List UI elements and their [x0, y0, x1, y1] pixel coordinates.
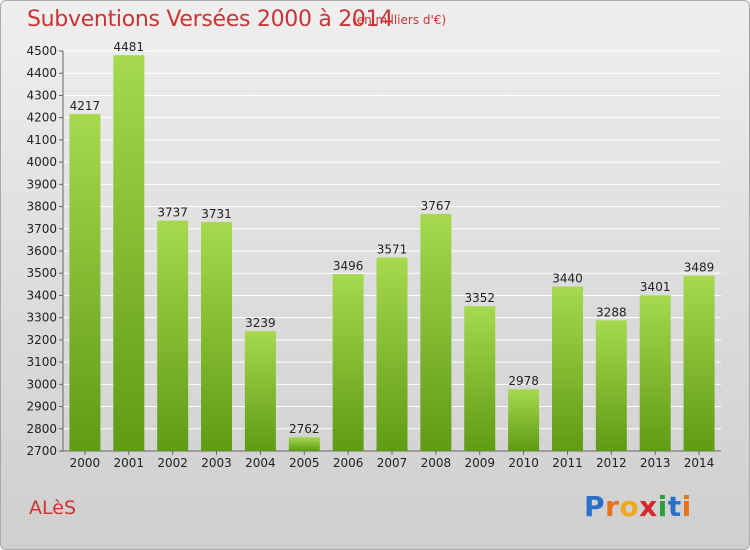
y-tick-label: 4400	[26, 66, 57, 80]
y-tick-label: 3900	[26, 177, 57, 191]
x-tick-label: 2008	[421, 456, 452, 470]
bar	[683, 275, 715, 451]
bar	[420, 213, 452, 451]
logo-letter: i	[681, 490, 692, 523]
y-tick-label: 3400	[26, 288, 57, 302]
x-tick-label: 2010	[508, 456, 539, 470]
x-tick-label: 2006	[333, 456, 364, 470]
y-tick-label: 3500	[26, 266, 57, 280]
bar-value-label: 2978	[508, 374, 539, 388]
bars	[69, 55, 715, 451]
x-tick-label: 2014	[684, 456, 715, 470]
x-tick-label: 2007	[377, 456, 408, 470]
y-tick-label: 3700	[26, 222, 57, 236]
logo-letter: i	[657, 490, 668, 523]
bar	[332, 274, 364, 451]
bar-value-label: 3288	[596, 305, 627, 319]
y-tick-label: 3100	[26, 355, 57, 369]
bar-value-label: 3440	[552, 272, 583, 286]
y-tick-label: 4500	[26, 44, 57, 58]
bar-value-label: 3731	[201, 207, 232, 221]
bar	[464, 306, 496, 451]
x-tick-label: 2001	[114, 456, 145, 470]
bar	[639, 295, 671, 451]
bar-value-label: 3737	[157, 206, 188, 220]
y-tick-label: 2800	[26, 422, 57, 436]
y-tick-label: 2700	[26, 444, 57, 458]
y-tick-label: 3000	[26, 377, 57, 391]
bar	[201, 221, 233, 451]
bar	[376, 257, 408, 451]
y-tick-label: 4300	[26, 88, 57, 102]
x-tick-label: 2013	[640, 456, 671, 470]
y-tick-label: 3600	[26, 244, 57, 258]
bar	[551, 286, 583, 451]
logo-letter: P	[584, 490, 606, 523]
bar-value-label: 3489	[684, 261, 715, 275]
x-tick-label: 2002	[157, 456, 188, 470]
x-tick-label: 2009	[464, 456, 495, 470]
bar-value-label: 3767	[421, 199, 452, 213]
x-tick-label: 2000	[70, 456, 101, 470]
city-name: ALèS	[29, 497, 76, 519]
y-tick-label: 2900	[26, 400, 57, 414]
x-tick-label: 2012	[596, 456, 627, 470]
bar	[157, 220, 189, 451]
bar	[508, 389, 540, 451]
x-tick-label: 2003	[201, 456, 232, 470]
chart-subtitle: (en milliers d'€)	[352, 13, 447, 27]
bar	[69, 113, 101, 451]
logo-letter: r	[605, 490, 620, 523]
bar	[244, 331, 276, 451]
logo-letter: t	[667, 490, 682, 523]
y-tick-label: 3800	[26, 200, 57, 214]
proxiti-logo[interactable]: Proxiti	[584, 490, 692, 523]
bar-value-label: 3496	[333, 259, 364, 273]
logo-letter: o	[619, 490, 640, 523]
logo-letter: x	[639, 490, 658, 523]
y-tick-label: 3200	[26, 333, 57, 347]
x-tick-label: 2011	[552, 456, 583, 470]
bar-value-label: 4217	[70, 99, 101, 113]
bar-value-label: 2762	[289, 422, 320, 436]
y-tick-label: 4000	[26, 155, 57, 169]
bar-value-label: 3352	[464, 291, 495, 305]
chart-title: Subventions Versées 2000 à 2014	[27, 7, 394, 32]
x-tick-label: 2004	[245, 456, 276, 470]
y-tick-label: 4100	[26, 133, 57, 147]
labels: 2700 2800 2900 3000 3100 3200 3300 3400 3500 3600…	[26, 40, 714, 470]
x-tick-label: 2005	[289, 456, 320, 470]
y-tick-label: 4200	[26, 111, 57, 125]
y-tick-label: 3300	[26, 311, 57, 325]
bar-value-label: 4481	[114, 40, 145, 54]
bar-value-label: 3571	[377, 242, 408, 256]
bar-value-label: 3401	[640, 280, 671, 294]
bar-value-label: 3239	[245, 316, 276, 330]
bar	[595, 320, 627, 451]
bar	[288, 437, 320, 451]
bar	[113, 55, 145, 451]
